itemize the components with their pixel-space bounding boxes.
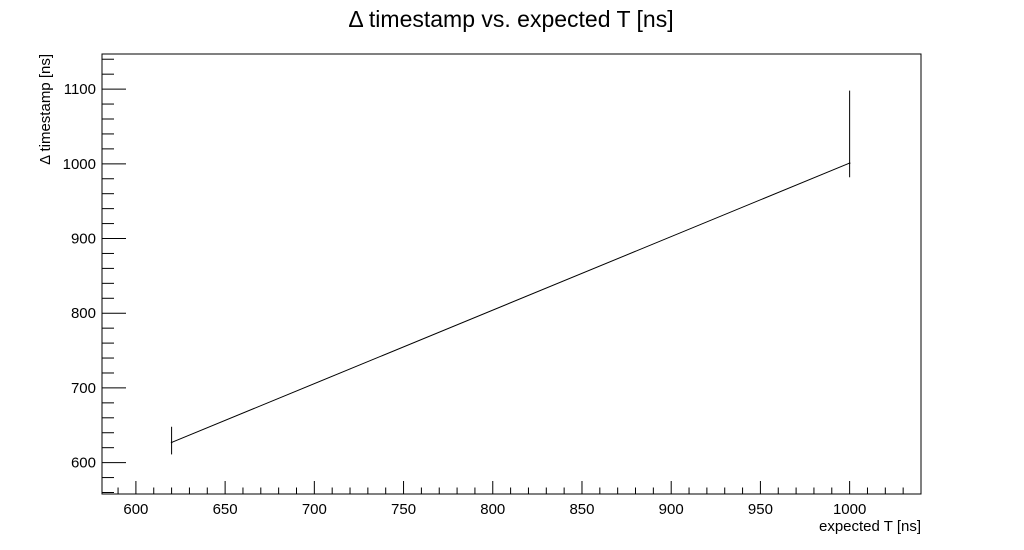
y-tick-label: 1100 (64, 81, 96, 98)
x-tick-label: 700 (302, 501, 327, 518)
x-tick-label: 850 (569, 501, 594, 518)
y-tick-label: 900 (71, 231, 96, 248)
x-tick-label: 900 (659, 501, 684, 518)
data-point (848, 162, 851, 164)
x-axis: 600 650 700 750 800 850 900 950 1000 (117, 481, 922, 518)
series-layer (170, 90, 851, 455)
x-tick-label: 800 (480, 501, 505, 518)
x-tick-label: 1000 (833, 501, 866, 518)
y-tick-label: 800 (71, 305, 96, 322)
x-tick-label: 650 (213, 501, 238, 518)
x-tick-label: 950 (748, 501, 773, 518)
y-tick-label: 1000 (63, 156, 96, 173)
y-tick-label: 600 (71, 455, 96, 472)
y-axis-label: Δ timestamp [ns] (37, 54, 54, 165)
x-tick-label: 600 (123, 501, 148, 518)
chart-title: Δ timestamp vs. expected T [ns] (348, 6, 673, 32)
x-tick-label: 750 (391, 501, 416, 518)
y-tick-label: 700 (71, 380, 96, 397)
plot-frame (101, 53, 922, 495)
series-line (171, 162, 850, 443)
y-axis: 600 700 800 900 1000 1100 (63, 58, 126, 494)
x-axis-label: expected T [ns] (819, 518, 921, 535)
data-point (170, 441, 173, 444)
